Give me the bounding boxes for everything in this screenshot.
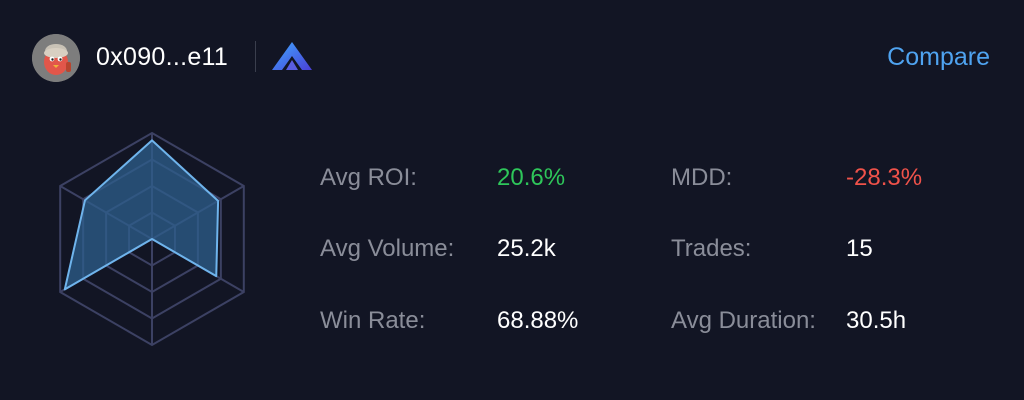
performance-radar-chart [42, 122, 262, 372]
avg-duration-value: 30.5h [846, 307, 907, 334]
header-divider [255, 41, 256, 72]
avg-roi-label: Avg ROI: [320, 164, 417, 191]
avg-volume-value: 25.2k [497, 235, 556, 262]
trades-value: 15 [846, 235, 873, 262]
avg-roi-value: 20.6% [497, 164, 566, 191]
avg-duration-label: Avg Duration: [671, 307, 816, 334]
wallet-address[interactable]: 0x090...e11 [96, 43, 229, 71]
compare-button[interactable]: Compare [887, 43, 990, 71]
mdd-value: -28.3% [846, 164, 923, 191]
avg-volume-label: Avg Volume: [320, 235, 455, 262]
radar-data-area [63, 139, 220, 291]
red-bird-avatar-icon [32, 34, 80, 82]
avatar[interactable] [32, 34, 80, 82]
platform-logo[interactable] [271, 40, 313, 72]
wallet-header: 0x090...e11 Compare [0, 0, 1024, 115]
win-rate-value: 68.88% [497, 307, 579, 334]
mdd-label: MDD: [671, 164, 733, 191]
win-rate-label: Win Rate: [320, 307, 426, 334]
blue-triangle-logo-icon [272, 42, 312, 70]
radar-chart-svg [59, 131, 245, 347]
trades-label: Trades: [671, 235, 752, 262]
